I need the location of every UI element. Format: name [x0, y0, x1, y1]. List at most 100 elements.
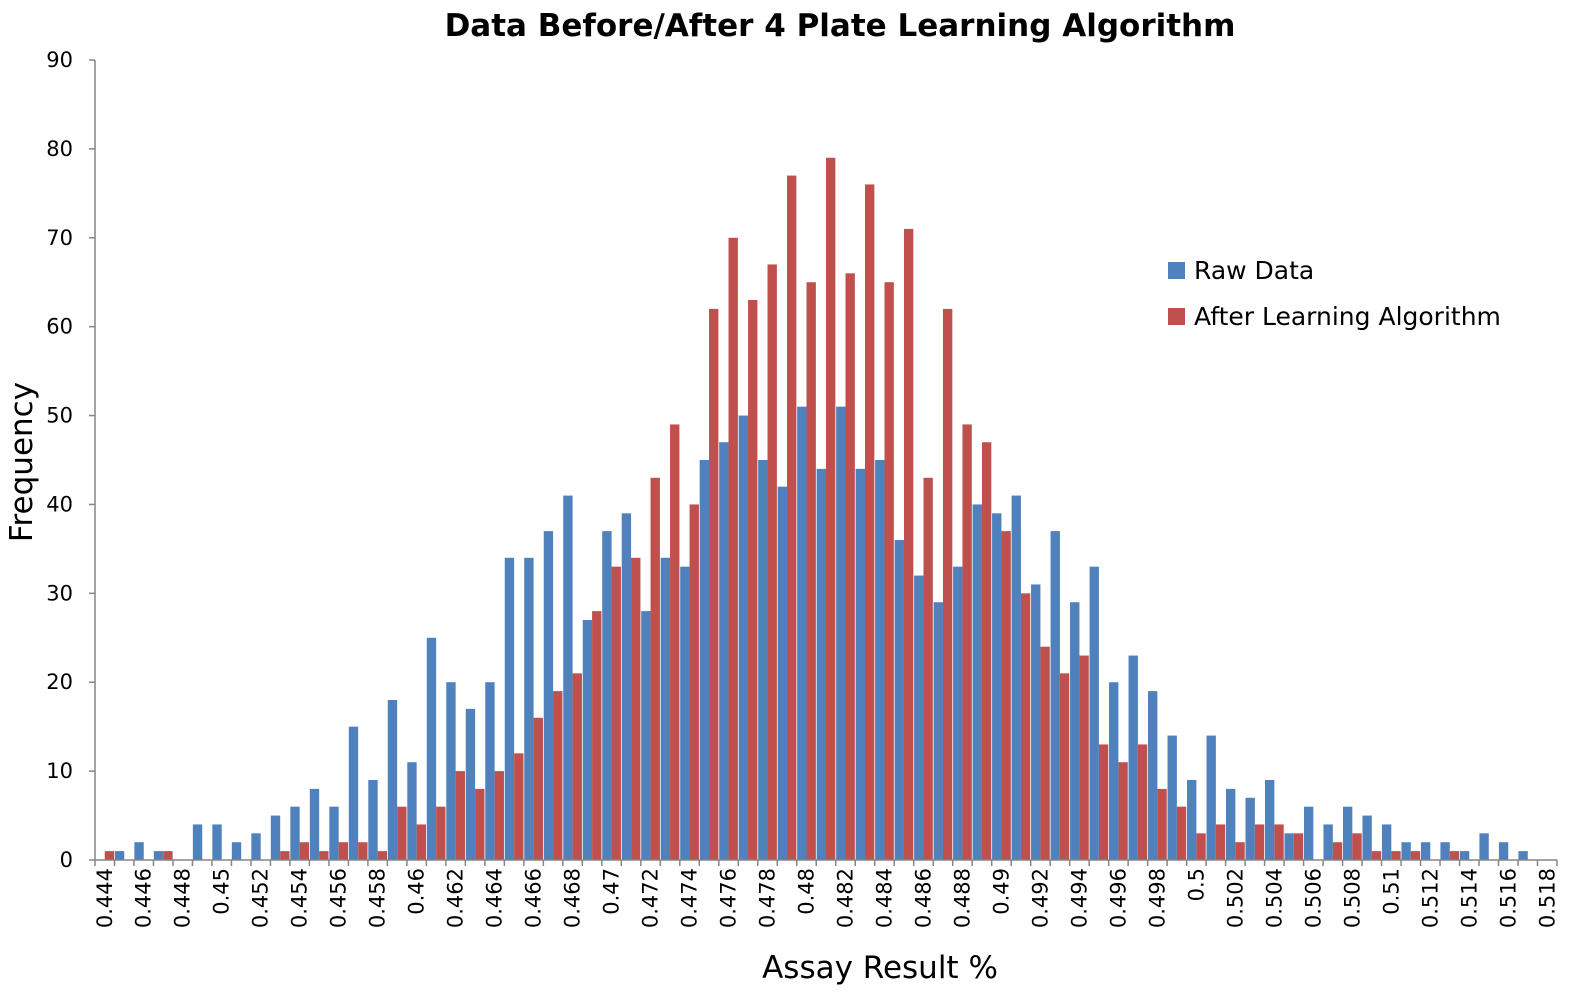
bar-after-0.497	[1137, 744, 1148, 860]
bar-raw-0.465	[504, 557, 515, 860]
bar-after-0.457	[358, 842, 368, 860]
bar-raw-0.49	[992, 513, 1002, 860]
bar-after-0.511	[1410, 851, 1421, 860]
bar-after-0.464	[494, 771, 504, 860]
x-tick-label: 0.458	[366, 868, 390, 928]
bar-after-0.51	[1391, 851, 1401, 860]
bar-raw-0.489	[972, 504, 982, 860]
bar-raw-0.482	[836, 406, 846, 860]
x-tick-label: 0.454	[288, 868, 312, 928]
bar-after-0.496	[1118, 762, 1128, 860]
bar-after-0.478	[767, 264, 777, 860]
bar-after-0.507	[1332, 842, 1343, 860]
bar-raw-0.466	[524, 557, 534, 860]
y-tick-label: 70	[46, 226, 73, 250]
bar-raw-0.517	[1518, 851, 1528, 860]
bar-raw-0.469	[582, 620, 593, 860]
bar-after-0.502	[1235, 842, 1245, 860]
bar-after-0.503	[1254, 824, 1265, 860]
chart-title: Data Before/After 4 Plate Learning Algor…	[445, 8, 1236, 44]
x-tick-label: 0.476	[717, 868, 741, 928]
bar-raw-0.497	[1128, 655, 1138, 860]
bar-raw-0.493	[1050, 531, 1060, 860]
bar-raw-0.507	[1323, 824, 1333, 860]
bar-after-0.466	[533, 717, 543, 860]
y-tick-label: 60	[46, 315, 73, 339]
bar-raw-0.456	[329, 806, 339, 860]
bar-after-0.482	[845, 273, 855, 861]
x-tick-label: 0.514	[1457, 868, 1481, 928]
bar-after-0.447	[163, 851, 173, 860]
bar-after-0.483	[864, 184, 875, 860]
bar-after-0.47	[611, 566, 621, 860]
x-tick-label: 0.446	[132, 868, 156, 928]
bar-raw-0.513	[1440, 842, 1450, 860]
x-tick-label: 0.484	[872, 868, 896, 928]
bar-raw-0.512	[1420, 842, 1431, 860]
bar-raw-0.472	[641, 611, 651, 860]
bar-raw-0.494	[1070, 602, 1080, 860]
y-tick-label: 0	[60, 848, 73, 872]
x-tick-label: 0.478	[756, 868, 780, 928]
bar-raw-0.483	[855, 468, 865, 860]
bar-after-0.455	[319, 851, 329, 860]
bar-raw-0.45	[212, 824, 222, 860]
bar-raw-0.452	[251, 833, 261, 860]
bar-after-0.501	[1215, 824, 1226, 860]
x-axis-label: Assay Result %	[762, 950, 998, 986]
y-tick-label: 40	[46, 492, 73, 516]
bar-after-0.473	[670, 424, 680, 860]
x-tick-label: 0.448	[171, 868, 195, 928]
bar-raw-0.484	[875, 460, 885, 860]
bar-after-0.462	[455, 771, 465, 860]
bar-raw-0.477	[738, 415, 749, 860]
bar-after-0.458	[377, 851, 388, 860]
bar-after-0.476	[728, 237, 738, 860]
bar-raw-0.468	[563, 495, 573, 860]
legend-label-raw: Raw Data	[1194, 256, 1314, 285]
bar-raw-0.514	[1459, 851, 1470, 860]
y-tick-label: 80	[46, 137, 73, 161]
bar-after-0.5	[1196, 833, 1206, 860]
bar-raw-0.467	[543, 531, 554, 860]
bar-raw-0.47	[602, 531, 612, 860]
bar-after-0.488	[962, 424, 972, 860]
bar-after-0.456	[338, 842, 349, 860]
bar-raw-0.458	[368, 780, 378, 860]
x-tick-label: 0.452	[249, 868, 273, 928]
bar-after-0.49	[1001, 531, 1011, 860]
bar-after-0.46	[416, 824, 426, 860]
bar-after-0.444	[104, 851, 115, 860]
bar-after-0.469	[592, 611, 602, 860]
bars-group	[104, 157, 1528, 861]
bar-raw-0.506	[1303, 806, 1314, 860]
bar-after-0.479	[787, 175, 797, 860]
bar-after-0.492	[1040, 646, 1050, 860]
x-tick-label: 0.468	[561, 868, 585, 928]
x-tick-label: 0.518	[1535, 868, 1559, 928]
bar-raw-0.492	[1031, 584, 1041, 860]
y-tick-label: 30	[46, 581, 73, 605]
x-tick-label: 0.502	[1223, 868, 1247, 928]
bar-raw-0.449	[192, 824, 203, 860]
bar-after-0.495	[1098, 744, 1109, 860]
bar-raw-0.445	[114, 851, 125, 860]
x-tick-label: 0.492	[1028, 868, 1052, 928]
bar-raw-0.495	[1089, 566, 1099, 860]
bar-after-0.505	[1293, 833, 1304, 860]
x-tick-label: 0.47	[600, 868, 624, 915]
x-tick-label: 0.5	[1184, 868, 1208, 901]
bar-after-0.465	[514, 753, 524, 860]
bar-raw-0.488	[953, 566, 963, 860]
x-tick-label: 0.488	[950, 868, 974, 928]
x-tick-label: 0.51	[1379, 868, 1403, 915]
x-tick-label: 0.506	[1301, 868, 1325, 928]
bar-raw-0.487	[933, 602, 943, 860]
bar-raw-0.504	[1264, 780, 1275, 860]
bar-after-0.471	[631, 557, 641, 860]
x-tick-label: 0.472	[639, 868, 663, 928]
bar-after-0.481	[826, 157, 836, 860]
x-tick-label: 0.516	[1496, 868, 1520, 928]
x-tick-label: 0.45	[210, 868, 234, 915]
bar-raw-0.463	[465, 708, 476, 860]
